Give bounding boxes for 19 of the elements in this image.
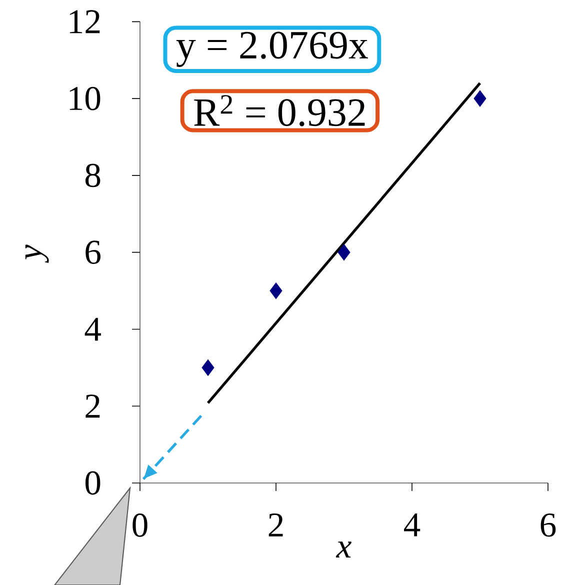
x-tick-label: 4 xyxy=(404,513,420,536)
y-tick-label: 8 xyxy=(85,164,100,188)
y-tick-label: 12 xyxy=(70,10,100,34)
y-axis-title: y xyxy=(25,244,49,263)
point xyxy=(202,359,214,376)
point xyxy=(338,244,350,261)
x-tick-label: 2 xyxy=(268,513,283,536)
point xyxy=(270,282,282,300)
x-axis-title: x xyxy=(336,542,352,558)
point xyxy=(474,90,486,107)
y-tick-label: 6 xyxy=(86,240,100,264)
y-tick-label: 2 xyxy=(86,394,100,418)
y-tick-label: 10 xyxy=(70,86,100,110)
annotation: y = 2.0769x xyxy=(176,32,368,67)
x-tick-label: 6 xyxy=(540,513,556,537)
y-tick-label: 4 xyxy=(84,318,101,341)
y-tick-label: 0 xyxy=(85,471,100,495)
annotation: R$^{2}$ = 0.932 xyxy=(194,95,365,126)
x-tick-label: 0 xyxy=(132,513,148,537)
